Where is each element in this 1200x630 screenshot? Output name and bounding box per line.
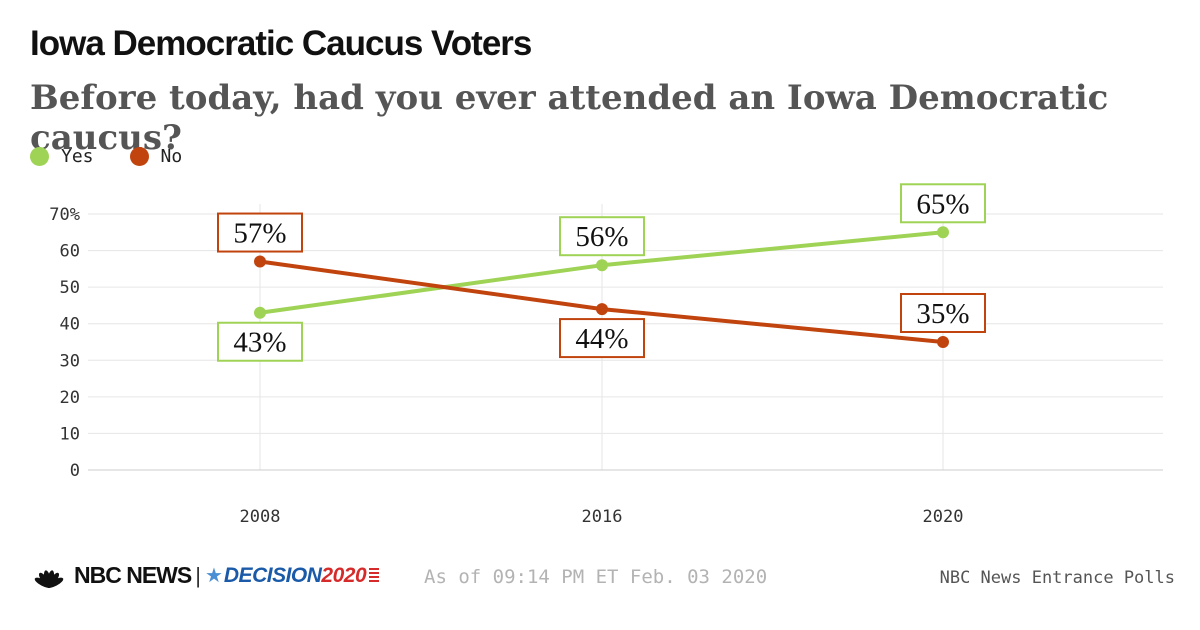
legend-swatch-no	[129, 147, 149, 166]
data-point-yes	[596, 259, 608, 272]
chart-subtitle: Before today, had you ever attended an I…	[30, 78, 1109, 158]
data-point-no	[596, 303, 608, 316]
data-label-no: 57%	[233, 218, 286, 250]
legend-item-no: No	[129, 146, 183, 167]
data-label-yes: 56%	[575, 221, 628, 253]
y-tick-label: 0	[70, 461, 80, 481]
decision-year: 2020	[321, 563, 367, 587]
y-tick-label: 60	[60, 242, 80, 262]
legend-label-yes: Yes	[61, 146, 94, 167]
y-tick-label: 70%	[49, 205, 80, 225]
footer: NBC NEWS | ★ DECISION 2020 As of 09:14 PM…	[30, 560, 1175, 596]
legend-item-yes: Yes	[30, 146, 94, 167]
nbc-news-decision-logo: NBC NEWS | ★ DECISION 2020	[30, 562, 380, 589]
data-point-no	[937, 336, 949, 348]
data-label-box-no	[900, 293, 986, 333]
legend: Yes No	[30, 146, 218, 167]
y-tick-label: 50	[60, 278, 80, 298]
data-label-box-no	[217, 212, 303, 253]
legend-label-no: No	[160, 146, 183, 167]
y-tick-label: 20	[60, 388, 80, 408]
x-tick-label: 2020	[923, 507, 964, 527]
y-tick-label: 10	[60, 424, 80, 444]
data-label-box-yes	[217, 321, 303, 362]
data-label-yes: 43%	[233, 327, 286, 359]
data-label-box-no	[559, 318, 645, 359]
data-label-no: 35%	[916, 298, 969, 330]
decision-wordmark: DECISION	[223, 563, 322, 587]
data-point-no	[254, 255, 266, 268]
data-label-box-yes	[900, 183, 986, 224]
flag-stripes-icon	[369, 567, 380, 582]
y-tick-label: 40	[60, 315, 80, 335]
data-label-yes: 65%	[916, 188, 969, 220]
star-icon: ★	[204, 565, 223, 587]
source-note: NBC News Entrance Polls	[939, 568, 1175, 588]
nbc-news-wordmark: NBC NEWS	[74, 562, 192, 588]
timestamp: As of 09:14 PM ET Feb. 03 2020	[424, 566, 768, 588]
logo-separator: |	[195, 562, 201, 588]
legend-swatch-yes	[30, 147, 49, 166]
x-tick-label: 2016	[582, 507, 623, 527]
data-point-yes	[254, 306, 266, 319]
x-tick-label: 2008	[240, 507, 281, 527]
y-tick-label: 30	[60, 351, 80, 371]
data-label-no: 44%	[575, 323, 628, 355]
chart-title: Iowa Democratic Caucus Voters	[30, 24, 532, 63]
line-chart: 0 10 20 30 40 50 60 70% 2008 2016 2020 43% 56% 65% 57%…	[49, 183, 1163, 527]
data-point-yes	[937, 226, 949, 239]
peacock-icon	[34, 569, 64, 588]
data-label-box-yes	[559, 216, 645, 257]
